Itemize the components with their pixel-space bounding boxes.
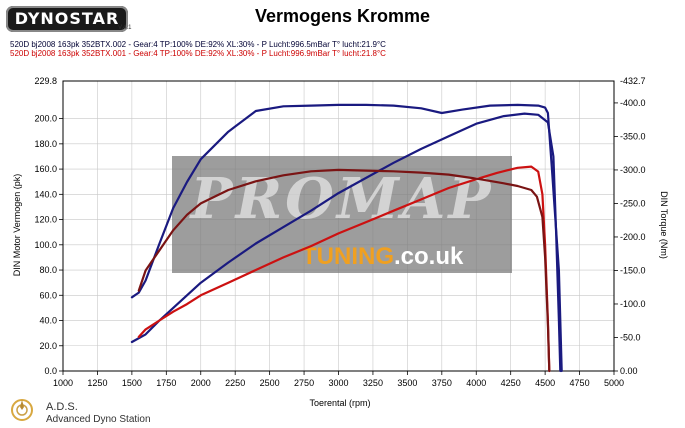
y-top-label: 229.8: [34, 76, 57, 86]
y-tick-label: 100.0: [34, 240, 57, 250]
x-tick-label: 3750: [432, 378, 452, 388]
y-tick-label: 140.0: [34, 189, 57, 199]
x-tick-label: 1500: [122, 378, 142, 388]
y-tick-label: 120.0: [34, 215, 57, 225]
y2-tick-label: -300.0: [620, 165, 646, 175]
tick-labels: 1000 1250 1500 1750 2000 2250 2500 2750 3000 3250…: [34, 76, 645, 388]
y-tick-label: 60.0: [39, 290, 57, 300]
x-tick-label: 4750: [570, 378, 590, 388]
ads-subtitle: Advanced Dyno Station: [46, 414, 151, 425]
x-tick-label: 3500: [397, 378, 417, 388]
watermark-tuning: TUNING: [302, 243, 394, 270]
y-tick-label: 180.0: [34, 139, 57, 149]
watermark-domain: .co.uk: [394, 243, 464, 270]
plot-frame: [62, 80, 615, 372]
x-tick-label: 1250: [87, 378, 107, 388]
ads-emblem-icon: [11, 399, 33, 421]
watermark-tuning-text: TUNING.co.uk: [302, 243, 464, 270]
y2-tick-label: -50.0: [620, 332, 641, 342]
y-tick-label: 80.0: [39, 265, 57, 275]
axes: [59, 80, 618, 375]
y2-axis-label: DIN Torque (Nm): [659, 191, 669, 259]
series: [130, 103, 563, 373]
x-tick-label: 3000: [328, 378, 348, 388]
y2-tick-label: -100.0: [620, 299, 646, 309]
y-tick-label: 0.0: [44, 366, 57, 376]
logo-version-mark: V.4.1: [118, 25, 132, 31]
x-tick-label: 2500: [260, 378, 280, 388]
x-tick-label: 5000: [604, 378, 624, 388]
watermark-big-text: PROMAP: [189, 166, 494, 232]
series-line-torque-352BTX-002: [130, 103, 563, 373]
series-line-torque-352BTX-001: [137, 168, 551, 373]
y2-tick-label: -250.0: [620, 198, 646, 208]
x-tick-label: 2750: [294, 378, 314, 388]
run-info-1: 520D bj2008 163pk 352BTX.002 - Gear:4 TP…: [10, 40, 386, 49]
y2-tick-label: -150.0: [620, 265, 646, 275]
y-tick-label: 200.0: [34, 114, 57, 124]
x-tick-label: 1000: [53, 378, 73, 388]
y-axis-label: DIN Motor Vermogen (pk): [12, 174, 22, 277]
run-info-2: 520D bj2008 163pk 352BTX.001 - Gear:4 TP…: [10, 49, 386, 58]
chart-title: Vermogens Kromme: [254, 6, 431, 26]
series-line-power-352BTX-001: [137, 165, 551, 373]
dynostar-logo: DYNOSTAR: [6, 6, 128, 32]
y-tick-label: 20.0: [39, 341, 57, 351]
y2-tick-label: -350.0: [620, 131, 646, 141]
x-tick-label: 1750: [156, 378, 176, 388]
y2-tick-label: -200.0: [620, 232, 646, 242]
x-tick-label: 4000: [466, 378, 486, 388]
x-axis-label: Toerental (rpm): [309, 398, 370, 408]
x-tick-label: 4250: [501, 378, 521, 388]
y-tick-label: 40.0: [39, 316, 57, 326]
promap-watermark: PROMAP TUNING.co.uk: [172, 156, 512, 273]
x-tick-label: 2250: [225, 378, 245, 388]
y2-top-label: -432.7: [620, 76, 646, 86]
y2-tick-label: 0.00: [620, 366, 638, 376]
x-tick-label: 2000: [191, 378, 211, 388]
x-tick-label: 3250: [363, 378, 383, 388]
x-tick-label: 4500: [535, 378, 555, 388]
ads-name: A.D.S.: [46, 401, 78, 413]
y-tick-label: 160.0: [34, 164, 57, 174]
y2-tick-label: -400.0: [620, 98, 646, 108]
